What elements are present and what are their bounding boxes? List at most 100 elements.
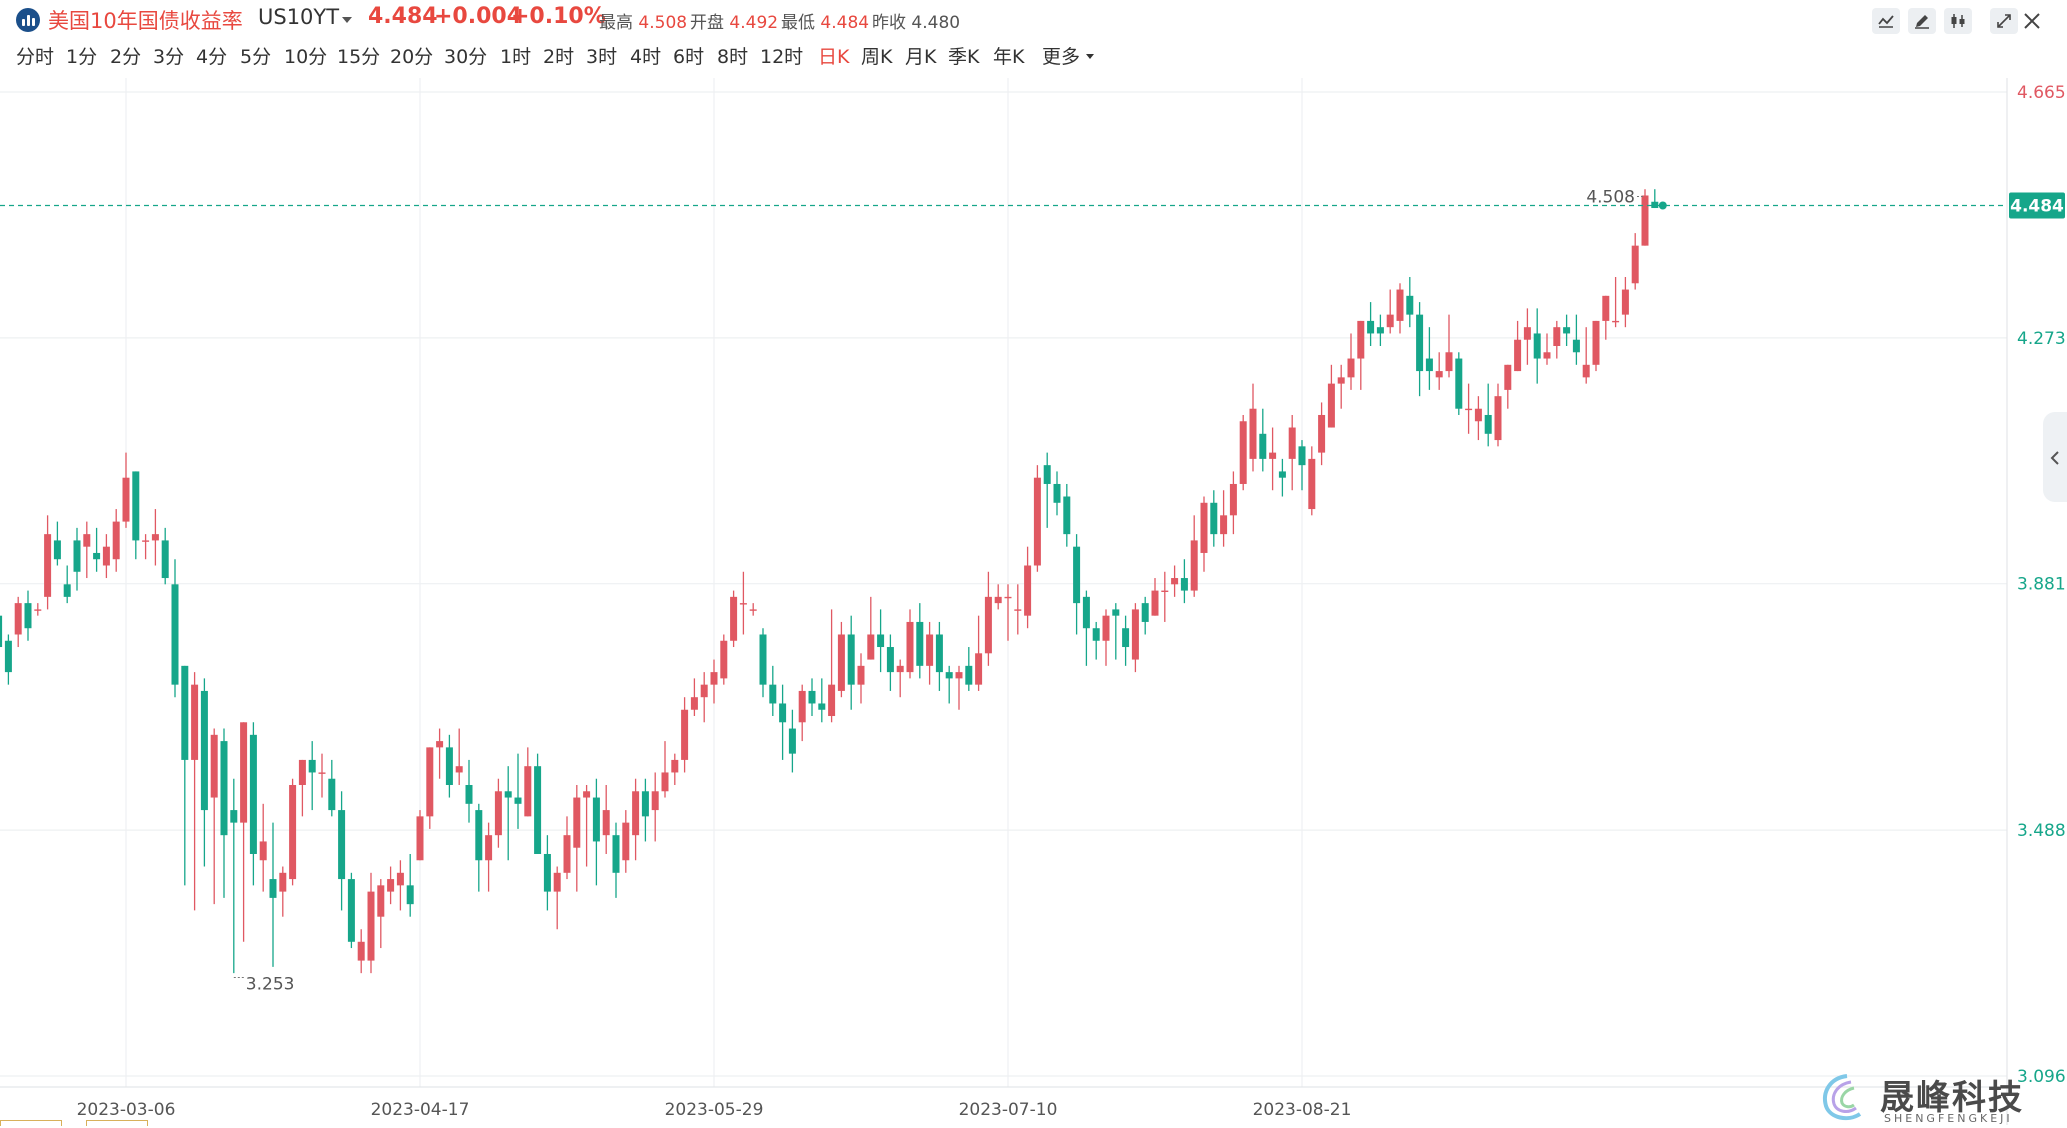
candle-body xyxy=(1602,295,1610,321)
candle-70 xyxy=(681,697,689,773)
candle-51 xyxy=(494,778,502,848)
candle-body xyxy=(828,684,836,717)
period-tab-16[interactable]: 12时 xyxy=(760,46,804,68)
candle-32 xyxy=(308,741,316,811)
period-tab-4[interactable]: 4分 xyxy=(196,46,228,68)
candle-166 xyxy=(1621,277,1629,328)
watermark-text: 晟峰科技 xyxy=(1880,1078,2024,1118)
candle-50 xyxy=(485,822,493,892)
candle-121 xyxy=(1180,559,1188,604)
candle-body xyxy=(1112,609,1120,616)
period-tab-10[interactable]: 1时 xyxy=(500,46,532,68)
candle-73 xyxy=(710,659,718,704)
period-tab-9[interactable]: 30分 xyxy=(444,46,488,68)
candle-body xyxy=(612,835,620,873)
candlestick-chart[interactable]: 4.484 4.665 4.273 3.881 3.488 3.096 2023-03-06… xyxy=(0,78,2067,1125)
candle-19 xyxy=(181,665,189,886)
candle-style-button[interactable] xyxy=(1944,8,1972,34)
candle-94 xyxy=(916,603,924,679)
candle-61 xyxy=(592,778,600,886)
candle-body xyxy=(1582,364,1590,378)
pencil-icon xyxy=(1915,15,1929,29)
draw-tool-button[interactable] xyxy=(1908,8,1936,34)
close-icon xyxy=(2024,13,2040,29)
x-tick-label-1: 2023-04-17 xyxy=(371,1100,470,1120)
candle-124 xyxy=(1210,490,1218,547)
candle-165 xyxy=(1612,277,1620,328)
candle-body xyxy=(769,684,777,704)
period-tab-1[interactable]: 1分 xyxy=(66,46,98,68)
period-tab-12[interactable]: 3时 xyxy=(586,46,618,68)
candle-body xyxy=(210,734,218,798)
candle-62 xyxy=(602,785,610,854)
close-button[interactable] xyxy=(2019,8,2045,34)
period-tab-7[interactable]: 15分 xyxy=(337,46,381,68)
candle-body xyxy=(779,703,787,723)
candle-body xyxy=(1484,414,1492,434)
candle-47 xyxy=(455,728,463,786)
candle-82 xyxy=(798,684,806,742)
fullscreen-button[interactable] xyxy=(1990,8,2018,34)
candle-body xyxy=(240,722,248,823)
line-chart-button[interactable] xyxy=(1872,8,1900,34)
candle-156 xyxy=(1523,308,1531,365)
candle-45 xyxy=(436,728,444,779)
more-dropdown-icon[interactable] xyxy=(1086,54,1094,59)
candle-95 xyxy=(926,621,934,685)
candle-body xyxy=(1327,383,1335,428)
candle-20 xyxy=(191,672,199,911)
candle-body xyxy=(1141,603,1149,622)
candle-body xyxy=(475,810,483,861)
stat-low: 最低 4.484 xyxy=(781,13,870,33)
y-tick-label-0: 4.665 xyxy=(2017,83,2066,103)
side-panel-toggle[interactable] xyxy=(2043,412,2067,502)
candle-123 xyxy=(1200,496,1208,572)
symbol-dropdown-icon[interactable] xyxy=(342,17,352,23)
candle-body xyxy=(367,891,375,961)
period-tab-6[interactable]: 10分 xyxy=(284,46,328,68)
candle-129 xyxy=(1259,408,1267,472)
candle-body xyxy=(847,634,855,685)
instrument-title[interactable]: 美国10年国债收益率 xyxy=(48,9,243,33)
period-active-tab-17[interactable]: 日K xyxy=(818,46,850,68)
period-tab-18[interactable]: 周K xyxy=(861,46,893,68)
period-tab-0[interactable]: 分时 xyxy=(16,46,55,68)
watermark-swirl-icon xyxy=(1823,1074,1862,1121)
more-periods-button[interactable]: 更多 xyxy=(1042,46,1081,68)
candle-163 xyxy=(1592,320,1600,372)
candle-88 xyxy=(857,653,865,704)
candle-90 xyxy=(877,609,885,673)
candle-body xyxy=(1396,289,1404,321)
candle-body xyxy=(279,872,287,892)
candle-153 xyxy=(1494,383,1502,447)
range-handle-right[interactable] xyxy=(86,1120,148,1126)
period-tab-2[interactable]: 2分 xyxy=(110,46,142,68)
candle-6 xyxy=(53,521,61,566)
candle-body xyxy=(739,603,747,605)
period-tab-15[interactable]: 8时 xyxy=(717,46,749,68)
candle-body xyxy=(877,634,885,648)
period-tab-19[interactable]: 月K xyxy=(905,46,937,68)
candle-body xyxy=(1347,358,1355,378)
instrument-symbol[interactable]: US10YT xyxy=(258,5,340,29)
candle-3 xyxy=(24,590,32,641)
last-price-tag-label: 4.484 xyxy=(2010,197,2064,217)
period-tab-11[interactable]: 2时 xyxy=(543,46,575,68)
candle-96 xyxy=(935,621,943,691)
candle-169 xyxy=(1651,189,1659,209)
candle-body xyxy=(1269,452,1277,459)
period-tab-8[interactable]: 20分 xyxy=(390,46,434,68)
candle-135 xyxy=(1318,402,1326,466)
period-tab-13[interactable]: 4时 xyxy=(630,46,662,68)
watermark-subtext: SHENGFENGKEJI xyxy=(1884,1112,2013,1125)
candle-body xyxy=(122,477,130,522)
candle-body xyxy=(749,609,757,611)
period-tab-3[interactable]: 3分 xyxy=(153,46,185,68)
period-tab-5[interactable]: 5分 xyxy=(240,46,272,68)
period-tab-21[interactable]: 年K xyxy=(993,46,1025,68)
candle-body xyxy=(1357,320,1365,359)
period-tab-20[interactable]: 季K xyxy=(948,46,980,68)
period-tab-14[interactable]: 6时 xyxy=(673,46,705,68)
candle-body xyxy=(53,540,61,560)
range-handle-left[interactable] xyxy=(0,1120,62,1126)
